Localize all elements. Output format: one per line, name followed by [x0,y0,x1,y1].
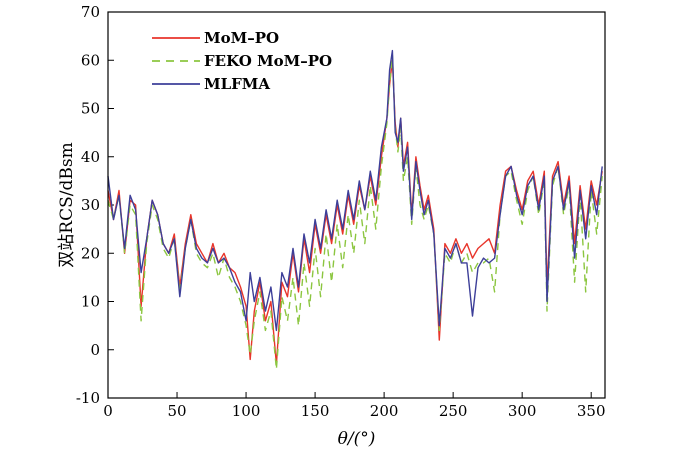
legend-label-1: MoM–PO [204,29,279,47]
y-tick-label: 10 [81,293,100,311]
x-tick-label: 250 [439,402,468,420]
series-group [107,49,603,370]
legend-label-3: MLFMA [204,75,270,93]
x-tick-label: 50 [167,402,186,420]
plot-frame [107,11,606,399]
legend: MoM–PO FEKO MoM–PO MLFMA [152,29,332,93]
x-tick-label: 100 [232,402,261,420]
x-tick-label: 0 [103,402,113,420]
y-tick-label: 30 [81,196,100,214]
y-tick-label: 60 [81,51,100,69]
series-line-3 [107,49,603,332]
legend-label-2: FEKO MoM–PO [204,52,332,70]
y-tick-label: -10 [76,389,100,407]
x-tick-label: 350 [577,402,606,420]
y-tick-label: 0 [90,341,100,359]
y-tick-label: 50 [81,100,100,118]
series-line-2 [107,54,603,370]
y-tick-label: 20 [81,244,100,262]
x-tick-label: 200 [370,402,399,420]
y-tick-label: 40 [81,148,100,166]
y-tick-label: 70 [81,3,100,21]
y-axis-title: 双站RCS/dBsm [57,142,77,267]
x-axis-title: θ/(°) [338,429,376,449]
x-tick-label: 150 [301,402,330,420]
x-tick-label: 300 [508,402,537,420]
